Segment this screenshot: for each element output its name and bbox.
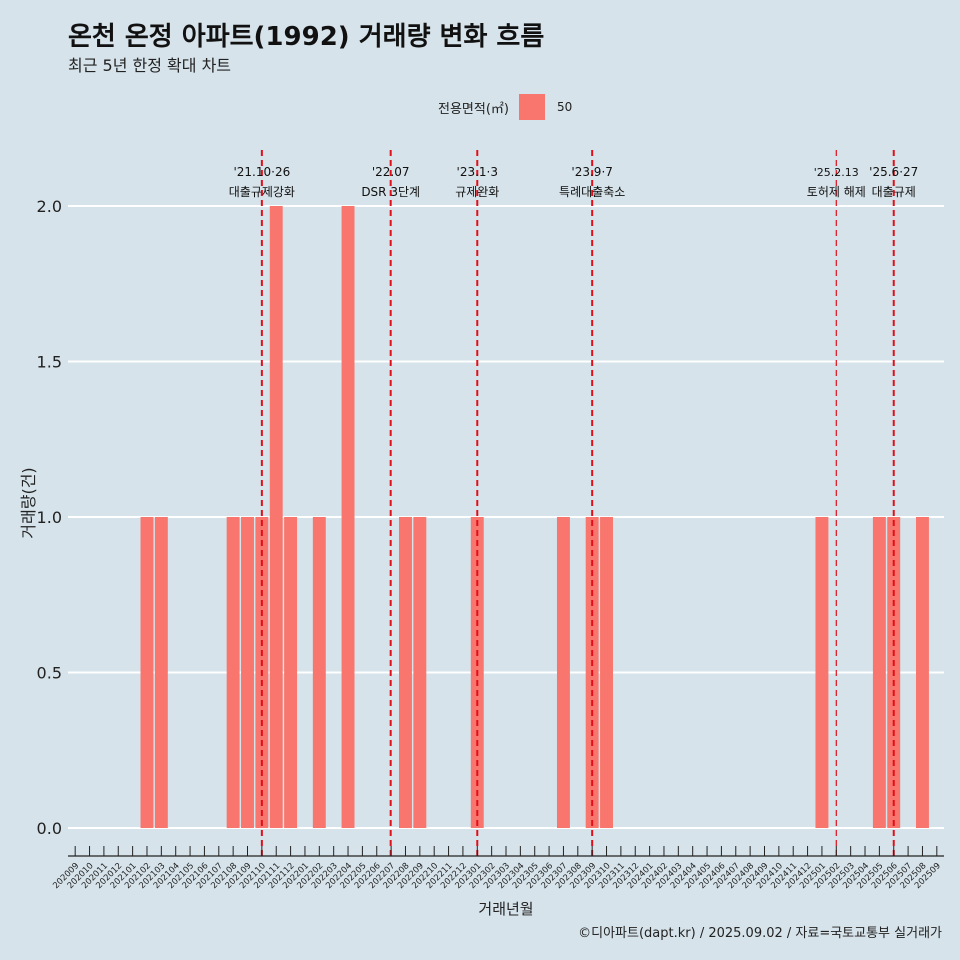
- event-name-label: 특례대출축소: [559, 185, 625, 199]
- event-name-label: 토허제 해제: [807, 185, 866, 199]
- event-date-label: '23.9·7: [571, 165, 612, 179]
- y-tick-label: 0.5: [37, 664, 62, 683]
- bar: [269, 205, 283, 829]
- event-date-label: '23.1·3: [457, 165, 498, 179]
- bar: [815, 516, 829, 829]
- bar: [226, 516, 240, 829]
- event-date-label: '22.07: [372, 165, 410, 179]
- y-tick-label: 0.0: [37, 819, 62, 838]
- bar: [312, 516, 326, 829]
- bar: [872, 516, 886, 829]
- bar: [915, 516, 929, 829]
- bar: [556, 516, 570, 829]
- event-name-label: 규제완화: [455, 185, 499, 199]
- event-name-label: 대출규제강화: [229, 185, 295, 199]
- bar: [341, 205, 355, 829]
- event-date-label: '25.2.13: [814, 166, 859, 179]
- y-tick-label: 2.0: [37, 197, 62, 216]
- y-tick-label: 1.0: [37, 508, 62, 527]
- y-tick-label: 1.5: [37, 352, 62, 371]
- legend: 전용면적(㎡) 50: [438, 94, 572, 120]
- bar: [241, 516, 254, 829]
- chart-title: 온천 온정 아파트(1992) 거래량 변화 흐름: [68, 22, 545, 52]
- bar: [154, 516, 168, 829]
- event-name-label: DSR 3단계: [361, 185, 420, 199]
- chart-subtitle: 최근 5년 한정 확대 차트: [68, 56, 232, 75]
- bar: [284, 516, 298, 829]
- legend-swatch: [518, 94, 545, 120]
- bar: [399, 516, 412, 829]
- event-date-label: '21.10·26: [233, 165, 290, 179]
- legend-title: 전용면적(㎡): [438, 101, 509, 117]
- event-name-label: 대출규제: [872, 185, 916, 199]
- legend-label: 50: [556, 100, 573, 114]
- bar: [600, 516, 613, 829]
- x-axis-title: 거래년월: [478, 900, 533, 918]
- event-date-label: '25.6·27: [869, 165, 918, 179]
- y-axis-title: 거래량(건): [19, 467, 38, 538]
- caption: ©디아파트(dapt.kr) / 2025.09.02 / 자료=국토교통부 실…: [578, 926, 942, 941]
- bar: [413, 516, 427, 829]
- bar: [140, 516, 154, 829]
